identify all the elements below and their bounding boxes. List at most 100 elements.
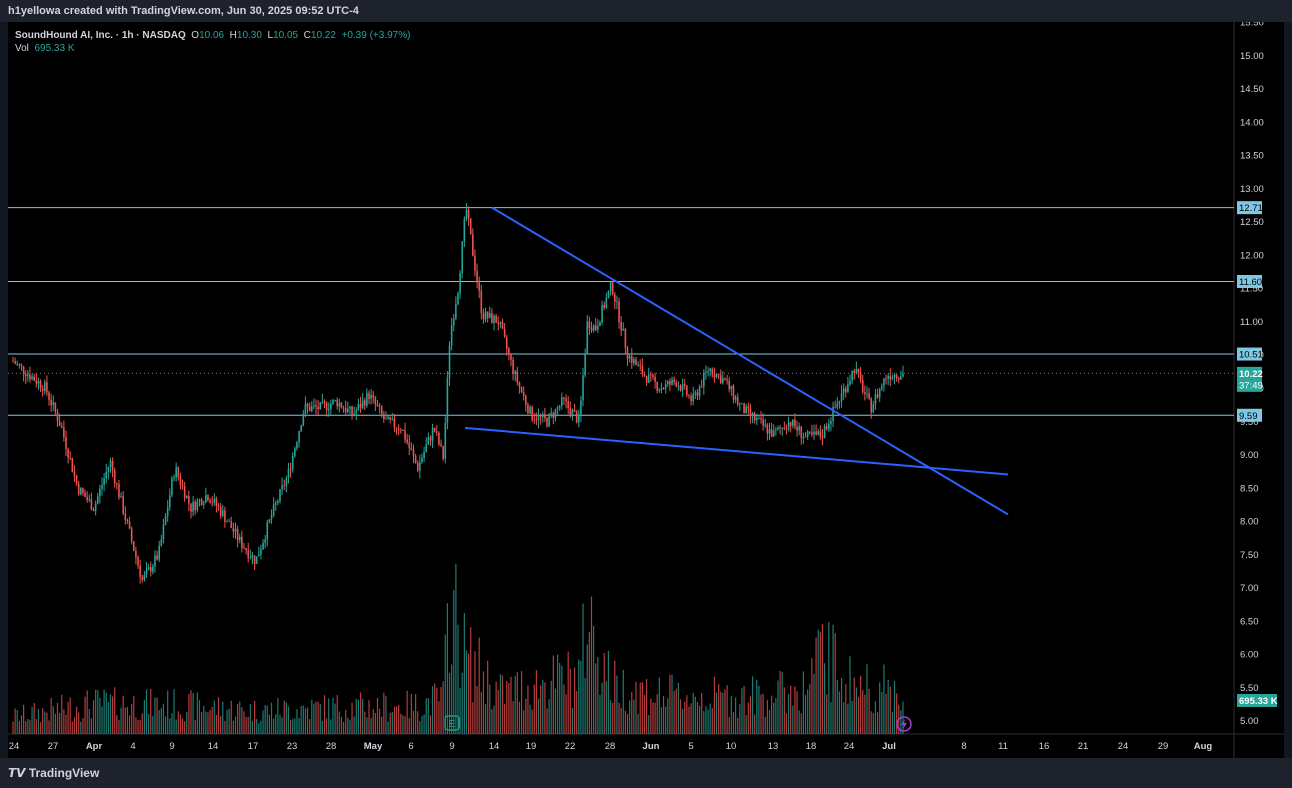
price-tick-label: 14.50 [1240,84,1264,95]
candle-body [279,489,281,502]
volume-bar [563,684,565,734]
volume-bar [400,713,402,734]
candle-body [452,318,455,326]
close-label: C [303,30,311,41]
volume-bar [111,696,114,734]
candle-body [205,495,207,503]
candle-body [126,519,129,522]
volume-bar [669,674,671,734]
candle-body [457,293,459,305]
candle-body [251,555,254,558]
volume-bar [497,690,499,734]
volume-bar [720,691,722,734]
candle-body [881,386,883,389]
volume-bar [211,706,213,734]
candle-body [501,322,504,329]
candle-body [408,442,411,448]
volume-bar [378,708,381,734]
volume-bar [389,712,391,734]
volume-bar [253,700,256,734]
candle-body [872,404,875,413]
volume-bar [37,708,40,734]
volume-bar [342,722,345,734]
candle-body [626,347,629,359]
volume-bar [718,684,720,734]
candle-body [800,426,803,439]
candle-body [836,403,839,408]
volume-bar [599,694,601,734]
volume-bar [866,664,868,734]
candle-body [179,476,182,485]
candle-body [158,545,161,560]
candle-body [461,241,464,273]
candle-body [416,462,419,471]
candle-body [711,368,714,375]
candle-body [243,547,245,549]
candle-body [677,385,680,387]
volume-bar [512,701,514,734]
candle-body [781,427,784,429]
volume-bar [576,691,578,734]
volume-bar [811,658,813,734]
price-chart[interactable]: E 5.00 5.50 6.00 6.50 7.00 7.50 8.00 8.50 9.00 9.5… [8,22,1284,758]
volume-bar [239,701,241,734]
candle-body [73,471,76,476]
candle-body [149,567,152,572]
volume-bar [690,703,692,734]
candle-body [567,401,569,408]
candle-body [101,484,103,489]
candle-body [895,374,898,379]
price-tick-label: 11.00 [1240,317,1263,328]
volume-bar [860,675,862,734]
volume-bar [631,691,633,734]
volume-bar [472,702,474,734]
volume-bar [482,671,485,734]
candle-body [202,502,205,505]
volume-bar [768,709,771,734]
candle-body [893,374,896,378]
candle-body [281,485,283,490]
dividend-circle [896,716,912,732]
candle-body [389,416,391,420]
lightning-icon [901,719,907,729]
volume-bar [879,682,881,734]
volume-bar [88,709,90,734]
candle-body [815,431,817,435]
price-tick-label: 8.00 [1240,517,1259,528]
candle-body [611,282,614,295]
chart-background [8,22,1284,758]
volume-bar [684,701,686,734]
volume-bar [226,709,228,734]
volume-bar [554,688,557,734]
chart-frame[interactable]: E 5.00 5.50 6.00 6.50 7.00 7.50 8.00 8.50 9.00 9.5… [8,22,1284,758]
candle-body [313,405,315,407]
volume-bar [499,674,501,734]
candle-body [476,270,478,283]
time-tick-label: 8 [961,741,966,752]
candle-body [713,374,716,378]
candle-body [120,496,122,498]
volume-bar [273,718,275,734]
volume-bar [90,718,93,734]
candle-body [753,413,756,421]
candle-body [777,427,779,430]
candle-body [185,495,188,499]
candle-body [99,488,101,497]
volume-bar [143,700,145,734]
candle-body [253,555,256,564]
candle-body [20,364,23,367]
volume-bar [423,714,425,734]
volume-bar [65,714,67,734]
tv-logo-icon: 𝙏𝙑 [8,766,26,780]
volume-bar [792,705,794,734]
volume-bar [713,676,716,734]
candle-body [139,565,141,577]
candle-body [368,392,370,399]
candle-body [683,384,686,386]
volume-bar [224,720,226,734]
volume-bar [296,709,298,734]
candle-body [105,471,108,479]
candle-body [448,345,451,379]
price-tick-label: 5.50 [1240,683,1259,694]
volume-bar [162,703,165,734]
